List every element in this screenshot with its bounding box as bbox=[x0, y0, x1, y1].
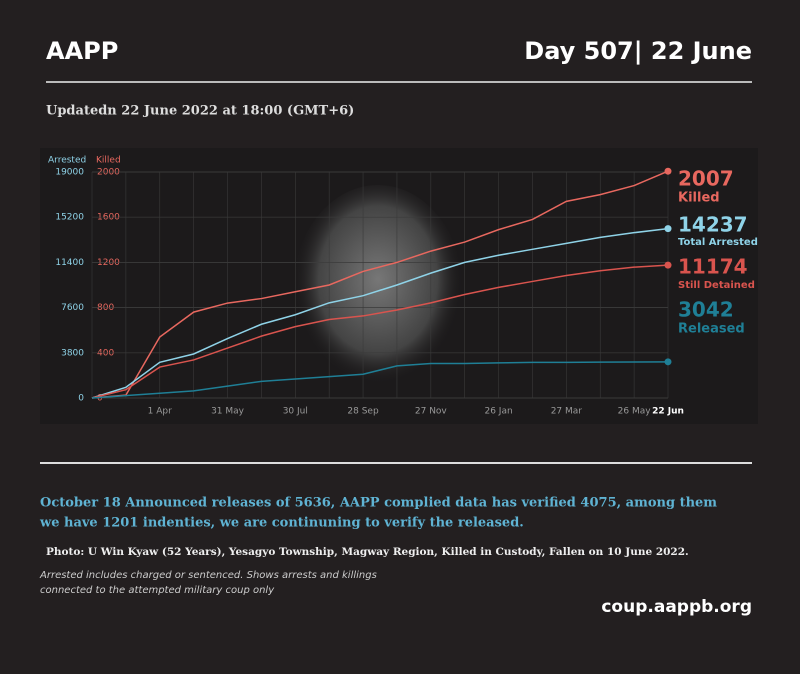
legend-label: Still Detained bbox=[678, 280, 755, 291]
y-tick-label: 19000 bbox=[55, 168, 84, 178]
y2-tick-label: 1600 bbox=[97, 213, 120, 223]
end-dot bbox=[664, 358, 672, 366]
legend-label: Killed bbox=[678, 191, 720, 206]
y2-axis-label: Killed bbox=[96, 156, 121, 166]
series-line bbox=[91, 264, 669, 399]
x-tick-label: 30 Jul bbox=[283, 407, 308, 417]
legend-label: Total Arrested bbox=[678, 237, 758, 248]
x-tick-label: 27 Nov bbox=[415, 407, 448, 417]
end-value: 3042 bbox=[678, 298, 734, 322]
x-tick-label: 31 May bbox=[211, 407, 245, 417]
x-tick-label: 28 Sep bbox=[347, 407, 379, 417]
y-tick-label: 11400 bbox=[55, 258, 84, 268]
y-tick-label: 15200 bbox=[55, 213, 84, 223]
day-label: Day 507| 22 June bbox=[524, 37, 752, 65]
y2-tick-label: 400 bbox=[97, 348, 114, 358]
series-line bbox=[91, 227, 669, 399]
y2-tick-label: 0 bbox=[97, 394, 103, 404]
x-tick-label: 22 Jun bbox=[652, 407, 684, 417]
title: AAPP bbox=[46, 37, 118, 65]
y-axis-label: Arrested bbox=[48, 156, 86, 166]
end-value: 11174 bbox=[678, 255, 748, 279]
y2-tick-label: 2000 bbox=[97, 168, 120, 178]
x-tick-label: 27 Mar bbox=[551, 407, 583, 417]
highlight: October 18 Announced releases of 5636, A… bbox=[40, 496, 717, 511]
series-line bbox=[91, 170, 669, 399]
y-tick-label: 7600 bbox=[61, 303, 84, 313]
highlight: we have 1201 indenties, we are continuni… bbox=[39, 516, 524, 531]
url: coup.aappb.org bbox=[601, 597, 752, 617]
y2-tick-label: 1200 bbox=[97, 258, 120, 268]
x-tick-label: 26 Jan bbox=[484, 407, 512, 417]
y2-tick-label: 800 bbox=[97, 303, 114, 313]
y-tick-label: 0 bbox=[78, 394, 84, 404]
x-tick-label: 1 Apr bbox=[148, 407, 172, 417]
note: connected to the attempted military coup… bbox=[40, 585, 275, 596]
photo-caption: Photo: U Win Kyaw (52 Years), Yesagyo To… bbox=[46, 546, 689, 558]
end-dot bbox=[664, 261, 672, 269]
photo bbox=[293, 185, 463, 395]
note: Arrested includes charged or sentenced. … bbox=[39, 570, 377, 581]
end-dot bbox=[664, 225, 672, 233]
y-tick-label: 3800 bbox=[61, 348, 84, 358]
x-tick-label: 26 May bbox=[618, 407, 652, 417]
legend-label: Released bbox=[678, 322, 745, 337]
series-line bbox=[91, 361, 669, 399]
end-value: 14237 bbox=[678, 213, 748, 237]
end-value: 2007 bbox=[678, 167, 734, 191]
updated: Updatedn 22 June 2022 at 18:00 (GMT+6) bbox=[46, 104, 354, 119]
end-dot bbox=[664, 167, 672, 175]
